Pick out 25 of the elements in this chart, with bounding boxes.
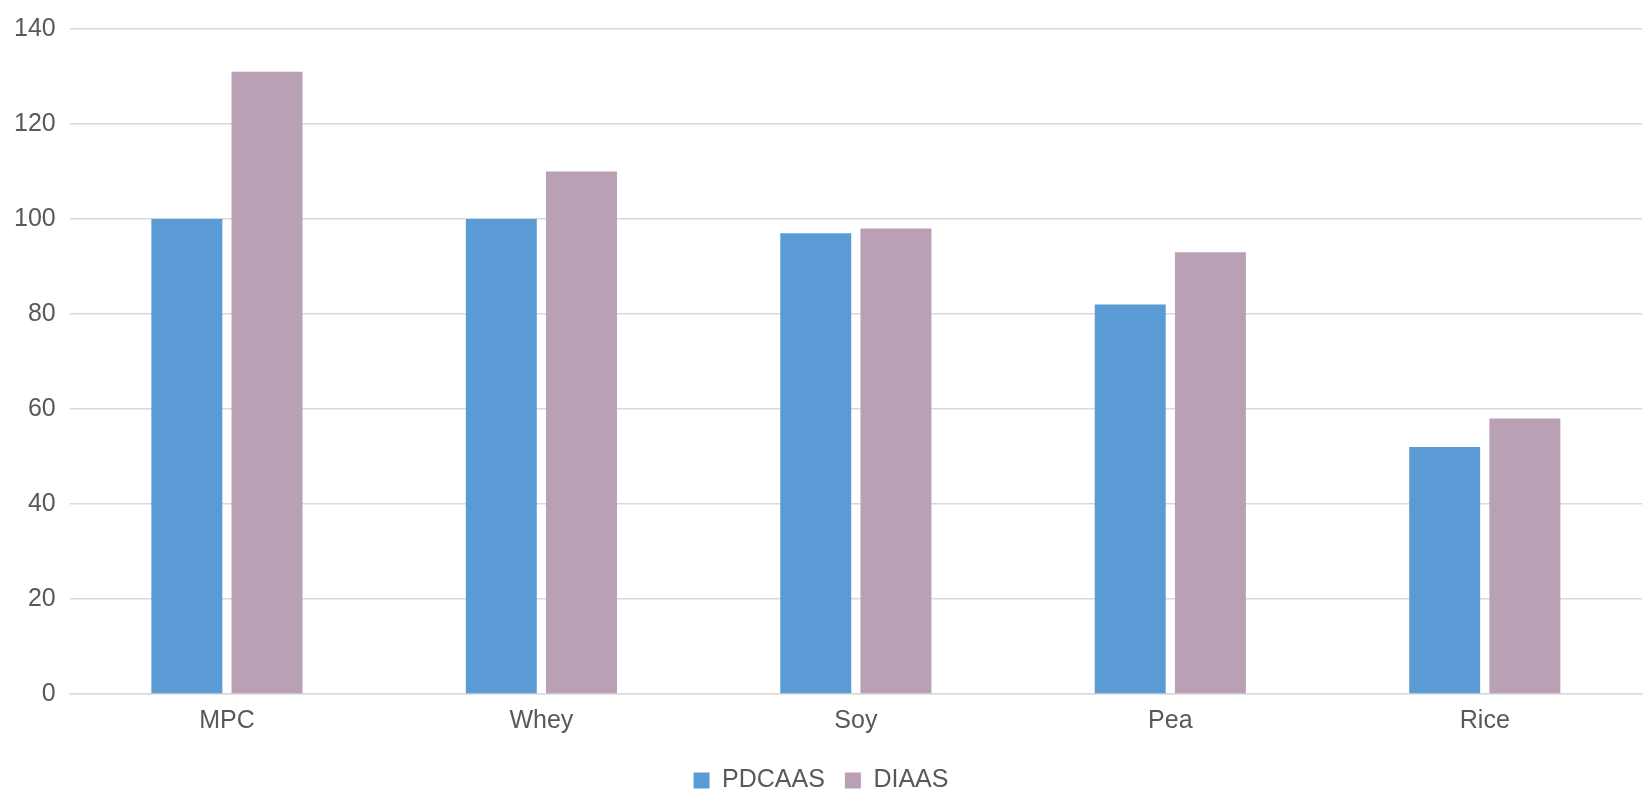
x-tick-label: Pea: [1148, 704, 1193, 733]
x-tick-label: Whey: [509, 704, 574, 733]
bar: [1409, 447, 1481, 694]
y-tick-label: 140: [13, 12, 56, 41]
bar: [151, 219, 223, 694]
bar: [1489, 418, 1561, 694]
bar: [1174, 252, 1246, 694]
bar: [860, 228, 932, 694]
y-tick-label: 80: [27, 297, 56, 326]
y-tick-label: 100: [13, 202, 56, 231]
legend-label: PDCAAS: [722, 764, 825, 793]
x-tick-label: Soy: [834, 704, 878, 733]
bar: [546, 171, 617, 694]
bar: [1094, 304, 1166, 694]
y-tick-label: 20: [27, 582, 56, 611]
legend-label: DIAAS: [873, 764, 949, 793]
x-tick-label: MPC: [199, 704, 255, 733]
y-tick-label: 0: [41, 677, 56, 706]
bar: [231, 71, 303, 694]
y-tick-label: 40: [27, 487, 56, 516]
bar: [780, 233, 852, 694]
y-tick-label: 120: [13, 107, 56, 136]
y-tick-label: 60: [27, 392, 56, 421]
bar: [465, 219, 537, 694]
x-tick-label: Rice: [1459, 704, 1510, 733]
